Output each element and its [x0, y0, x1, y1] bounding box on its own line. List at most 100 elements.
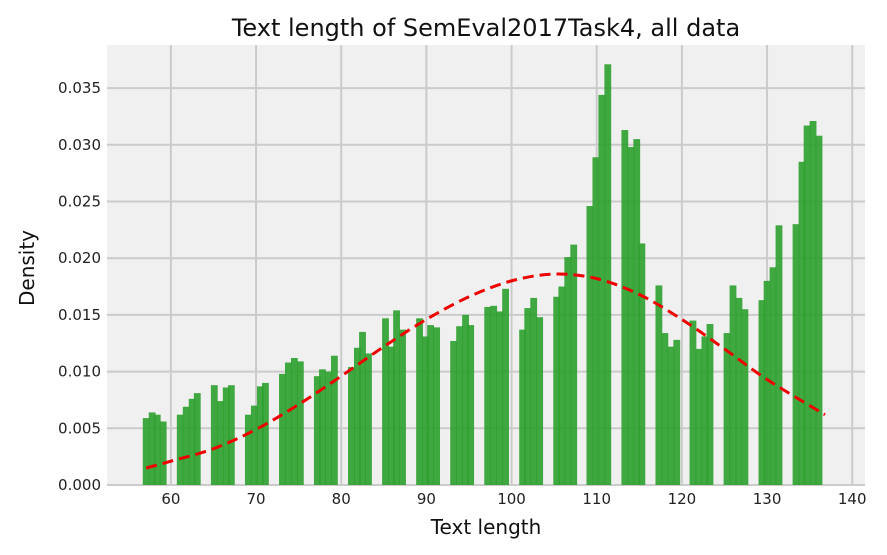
histogram-bar [388, 346, 395, 485]
histogram-bar [775, 225, 783, 486]
histogram-bar [701, 336, 709, 485]
histogram-bar [193, 393, 201, 485]
histogram-bar [399, 329, 406, 485]
histogram-bar [586, 206, 594, 485]
histogram-bar [598, 94, 606, 485]
histogram-bar [667, 346, 675, 485]
histogram-bar [592, 157, 600, 485]
y-tick-label: 0.035 [58, 79, 101, 97]
histogram-bar [627, 147, 635, 485]
histogram-bar [792, 224, 800, 485]
histogram-bar [279, 373, 286, 485]
histogram-bar [621, 130, 629, 485]
histogram-bar [353, 347, 361, 485]
histogram-bar [553, 296, 561, 485]
y-tick-label: 0.020 [58, 249, 101, 267]
histogram-bar [769, 267, 777, 485]
histogram-bar [661, 333, 669, 485]
histogram-bar [803, 125, 811, 485]
histogram-bar [735, 297, 743, 485]
histogram-bar [729, 285, 737, 485]
histogram-bar [313, 376, 321, 485]
x-tick-label: 60 [161, 490, 180, 508]
x-tick-label: 80 [332, 490, 351, 508]
histogram-bar [450, 340, 458, 485]
histogram-bar [393, 310, 400, 485]
histogram-bar [467, 325, 475, 485]
chart-title: Text length of SemEval2017Task4, all dat… [231, 14, 740, 42]
histogram-bar [564, 257, 572, 485]
histogram-bar [638, 243, 646, 485]
histogram-bar [798, 161, 806, 485]
x-tick-labels: 60 70 80 90 100 110 120 130 140 [161, 490, 866, 508]
histogram-bar [490, 305, 498, 485]
histogram-bar [633, 139, 641, 485]
histogram-bar [319, 369, 326, 485]
histogram-bar [348, 367, 355, 485]
x-tick-label: 120 [668, 490, 697, 508]
histogram-bar [604, 64, 612, 485]
histogram-bar [182, 406, 190, 485]
histogram-bar [673, 339, 681, 485]
y-tick-label: 0.030 [58, 136, 101, 154]
histogram-bar [741, 309, 749, 485]
histogram-bar [706, 323, 714, 485]
y-tick-label: 0.010 [58, 363, 101, 381]
histogram-bar [250, 405, 258, 485]
histogram-bar [484, 306, 492, 485]
histogram-bar [536, 317, 544, 485]
histogram-bar [296, 361, 304, 485]
histogram-bar [222, 387, 230, 485]
histogram-bar [723, 333, 731, 485]
histogram-bar [188, 398, 196, 485]
x-tick-label: 70 [246, 490, 265, 508]
x-axis-label: Text length [430, 515, 542, 539]
histogram-bar [433, 327, 441, 485]
histogram-bar [227, 385, 235, 485]
x-tick-label: 130 [753, 490, 782, 508]
histogram-bar [530, 297, 538, 485]
histogram-bar [570, 244, 578, 485]
histogram-bar [427, 325, 435, 485]
histogram-bar [519, 329, 527, 485]
histogram-bar [325, 371, 332, 485]
histogram-bar [496, 311, 504, 485]
y-tick-label: 0.000 [58, 476, 101, 494]
histogram-bar [763, 280, 771, 485]
histogram-bar [210, 385, 218, 485]
y-tick-label: 0.005 [58, 419, 101, 437]
histogram-bar [558, 286, 566, 485]
histogram-bar [153, 414, 161, 485]
histogram-bar [216, 401, 224, 485]
normal-fit-curve [145, 272, 826, 470]
x-tick-label: 100 [497, 490, 526, 508]
x-tick-label: 90 [417, 490, 436, 508]
histogram-bar [176, 414, 184, 485]
histogram-bar [689, 320, 697, 485]
y-tick-label: 0.015 [58, 306, 101, 324]
x-tick-label: 110 [582, 490, 611, 508]
histogram-bar [244, 414, 252, 485]
histogram-bar [422, 336, 429, 485]
histogram-bars [142, 64, 823, 486]
histogram-bar [256, 386, 264, 485]
y-tick-label: 0.025 [58, 192, 101, 210]
histogram-bar [456, 326, 464, 485]
histogram-bar [142, 418, 150, 485]
histogram-bar [159, 421, 167, 485]
histogram-bar [365, 353, 372, 485]
histogram-bar [285, 362, 292, 485]
histogram-bar [524, 308, 532, 485]
histogram-bar [809, 120, 817, 486]
histogram-bar [815, 135, 823, 485]
histogram-bar [758, 300, 766, 485]
histogram-bar [262, 382, 269, 485]
histogram-bar [290, 357, 298, 485]
histogram-bar [330, 355, 338, 485]
y-axis-label: Density [15, 230, 39, 306]
x-tick-label: 140 [838, 490, 867, 508]
histogram-bar [502, 288, 509, 485]
histogram-bar [462, 314, 469, 485]
histogram-bar [695, 348, 703, 485]
histogram-bar [382, 318, 389, 485]
